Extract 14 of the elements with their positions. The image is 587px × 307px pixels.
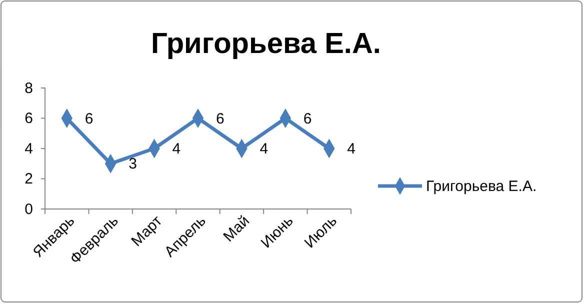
y-tick-label: 8 xyxy=(24,80,33,97)
y-tick-label: 2 xyxy=(24,170,33,188)
y-tick-label: 6 xyxy=(24,110,33,128)
data-label: 3 xyxy=(128,156,137,173)
data-label: 4 xyxy=(260,140,268,158)
data-label: 6 xyxy=(303,110,312,128)
data-label: 4 xyxy=(347,140,356,158)
legend-label: Григорьева Е.А. xyxy=(426,178,537,195)
data-label: 6 xyxy=(84,110,94,128)
y-tick-label: 0 xyxy=(24,200,33,218)
data-label: 6 xyxy=(216,110,224,128)
y-tick-label: 4 xyxy=(24,140,33,158)
data-label: 4 xyxy=(172,140,181,158)
chart-title: Григорьева Е.А. xyxy=(151,28,381,60)
